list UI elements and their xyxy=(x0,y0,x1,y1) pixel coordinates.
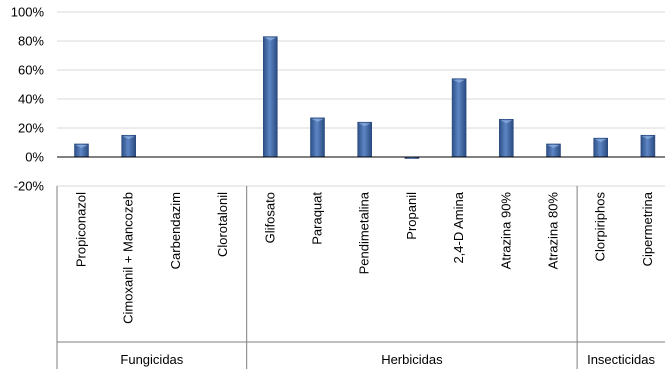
y-tick-label: 40% xyxy=(18,92,44,107)
category-labels: Propiconazol Cimoxanil + Mancozeb Carbenda… xyxy=(74,191,655,324)
category-label: Clorotalonil xyxy=(215,192,230,257)
y-tick-label: 60% xyxy=(18,63,44,78)
bar-cap xyxy=(453,79,466,83)
bar-cap xyxy=(641,136,654,140)
category-label: Pendimetalina xyxy=(357,191,372,274)
y-tick-label: 80% xyxy=(18,34,44,49)
category-label: Atrazina 90% xyxy=(498,192,513,270)
bar xyxy=(498,119,514,158)
category-label: Cimoxanil + Mancozeb xyxy=(121,192,136,324)
bar-cap xyxy=(264,37,277,41)
category-label: Carbendazim xyxy=(168,192,183,269)
category-label: Paraquat xyxy=(310,192,325,245)
bar-cap xyxy=(311,118,324,122)
bar-cap xyxy=(75,144,88,148)
group-label: Insecticidas xyxy=(587,352,655,367)
axes xyxy=(56,156,665,369)
bar xyxy=(262,36,278,158)
y-tick-label: 0% xyxy=(25,150,44,165)
y-tick-label: 20% xyxy=(18,121,44,136)
bar-cap xyxy=(594,139,607,143)
bar xyxy=(451,78,467,158)
group-labels: Fungicidas Herbicidas Insecticidas xyxy=(120,352,655,367)
category-label: Glifosato xyxy=(262,192,277,243)
bar xyxy=(310,117,325,158)
category-label: Atrazina 80% xyxy=(546,192,561,270)
category-label: Propiconazol xyxy=(74,192,89,267)
bar xyxy=(357,121,373,158)
bars xyxy=(74,36,656,159)
y-axis-ticks: 100% 80% 60% 40% 20% 0% -20% xyxy=(11,5,45,194)
group-label: Fungicidas xyxy=(120,352,183,367)
bar-cap xyxy=(547,144,560,148)
group-label: Herbicidas xyxy=(381,352,443,367)
category-label: Clorpiriphos xyxy=(593,192,608,262)
y-tick-label: -20% xyxy=(14,179,45,194)
category-label: 2,4-D Amina xyxy=(451,191,466,263)
category-label: Propanil xyxy=(404,192,419,240)
y-tick-label: 100% xyxy=(11,5,45,20)
category-label: Cipermetrina xyxy=(640,191,655,266)
bar-cap xyxy=(358,123,371,127)
bar-cap xyxy=(122,136,135,140)
bar-cap xyxy=(500,120,513,124)
grid-lines xyxy=(57,11,665,187)
